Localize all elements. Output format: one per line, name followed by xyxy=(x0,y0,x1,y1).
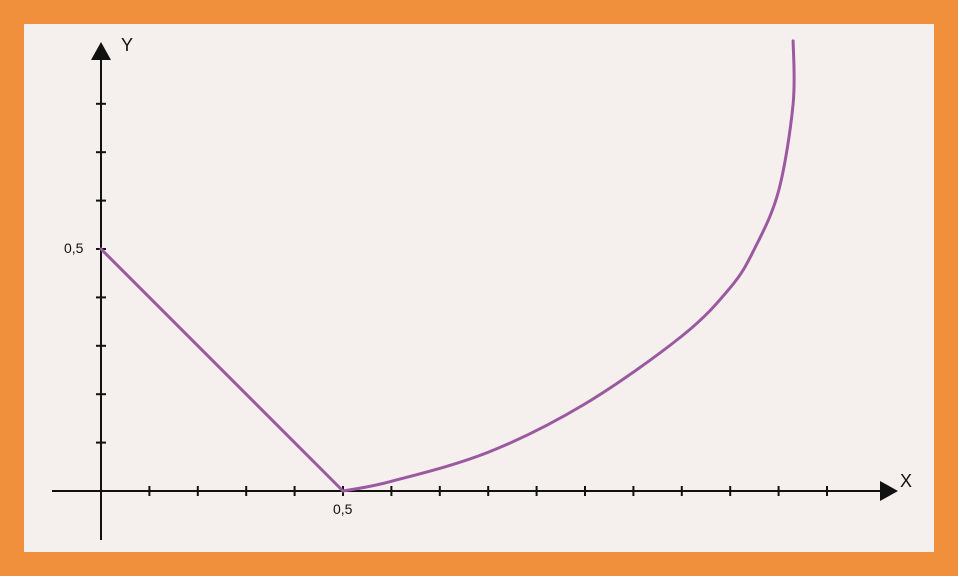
y-axis-arrow-icon xyxy=(91,42,111,60)
series-group xyxy=(99,39,796,493)
series-line-1 xyxy=(99,247,345,493)
x-axis-label: X xyxy=(900,471,912,491)
y-axis-label: Y xyxy=(121,35,133,55)
y-tick-label: 0,5 xyxy=(64,240,84,256)
x-axis-arrow-icon xyxy=(880,481,898,501)
series-line-2 xyxy=(341,39,796,493)
x-ticks xyxy=(148,486,828,496)
x-tick-label: 0,5 xyxy=(333,501,353,517)
axes xyxy=(52,42,898,540)
